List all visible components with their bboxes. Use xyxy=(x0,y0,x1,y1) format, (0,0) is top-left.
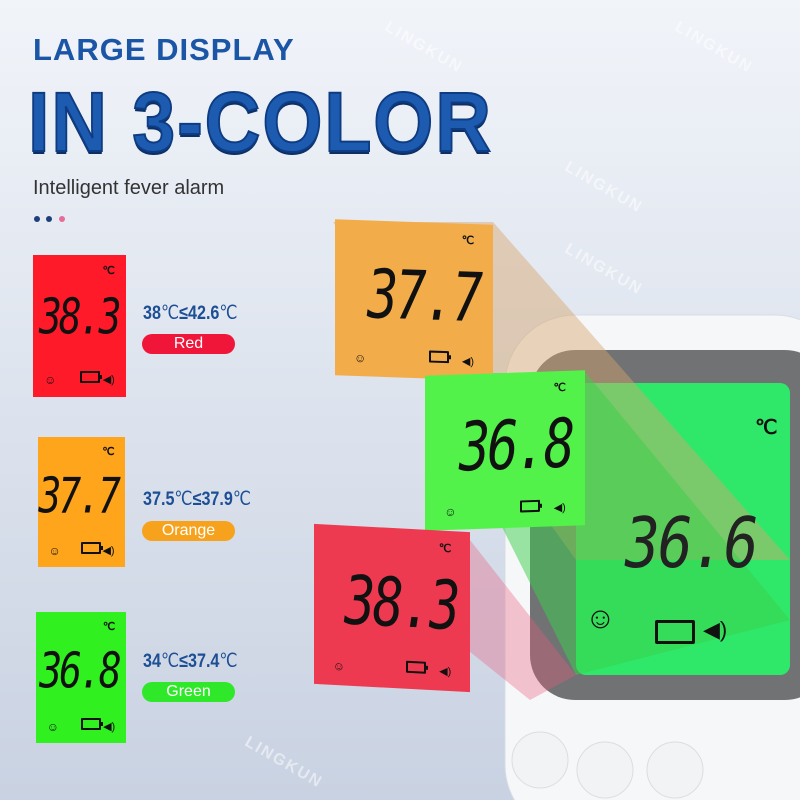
speaker-icon: ◀) xyxy=(703,617,728,642)
unit-label: ℃ xyxy=(461,235,475,248)
label-orange: Orange xyxy=(142,521,235,541)
unit-label: ℃ xyxy=(102,446,115,459)
smiley-face-icon: ☺ xyxy=(585,602,616,635)
reading: 36.8 xyxy=(458,405,573,488)
reading: 36.8 xyxy=(39,642,121,700)
device-unit: ℃ xyxy=(755,417,778,439)
smiley-face-icon: ☺ xyxy=(353,350,367,365)
battery-icon xyxy=(428,350,449,364)
smiley-face-icon: ☺ xyxy=(48,543,61,558)
floating-lcd-red: ℃ 38.3 ☺ ◀) xyxy=(314,523,470,693)
device-button[interactable] xyxy=(576,741,634,799)
smiley-face-icon: ☺ xyxy=(332,659,345,674)
subtitle: Intelligent fever alarm xyxy=(33,177,225,199)
speaker-icon: ◀) xyxy=(102,373,115,386)
battery-icon xyxy=(520,499,541,512)
battery-icon xyxy=(80,542,103,554)
reading: 38.3 xyxy=(344,561,458,646)
smiley-face-icon: ☺ xyxy=(444,504,457,519)
speaker-icon: ◀) xyxy=(103,720,116,733)
battery-icon xyxy=(79,370,102,383)
dot xyxy=(59,216,65,222)
dot xyxy=(46,216,52,222)
battery-icon xyxy=(655,620,695,644)
range-red: 38℃≤42.6℃ xyxy=(143,303,238,324)
range-orange: 37.5℃≤37.9℃ xyxy=(143,489,252,510)
speaker-icon: ◀) xyxy=(553,501,566,514)
label-red: Red xyxy=(142,334,235,354)
battery-icon xyxy=(80,717,103,730)
label-green: Green xyxy=(142,682,235,702)
unit-label: ℃ xyxy=(438,542,452,555)
lcd-orange: ℃ 37.7 ☺ ◀) xyxy=(38,437,125,567)
smiley-face-icon: ☺ xyxy=(44,372,57,387)
device-button[interactable] xyxy=(646,741,704,799)
floating-lcd-orange: ℃ 37.7 ☺ ◀) xyxy=(335,219,493,381)
device-reading: 36.6 xyxy=(625,502,759,584)
unit-label: ℃ xyxy=(102,621,116,634)
title-line1: LARGE DISPLAY xyxy=(33,32,295,67)
lcd-red: ℃ 38.3 ☺ ◀) xyxy=(33,255,126,397)
speaker-icon: ◀) xyxy=(439,665,452,679)
speaker-icon: ◀) xyxy=(102,544,115,557)
smiley-face-icon: ☺ xyxy=(46,719,60,734)
floating-lcd-green: ℃ 36.8 ☺ ◀) xyxy=(425,370,585,531)
speaker-icon: ◀) xyxy=(461,355,475,368)
range-green: 34℃≤37.4℃ xyxy=(143,651,238,672)
reading: 38.3 xyxy=(39,288,121,346)
battery-icon xyxy=(406,660,427,674)
dot xyxy=(34,216,40,222)
reading: 37.7 xyxy=(367,255,481,338)
reading: 37.7 xyxy=(38,466,121,525)
title-line2: IN 3-COLOR xyxy=(27,75,493,169)
device-button[interactable] xyxy=(511,731,569,789)
unit-label: ℃ xyxy=(102,265,115,278)
unit-label: ℃ xyxy=(553,382,566,395)
lcd-green: ℃ 36.8 ☺ ◀) xyxy=(36,612,126,743)
